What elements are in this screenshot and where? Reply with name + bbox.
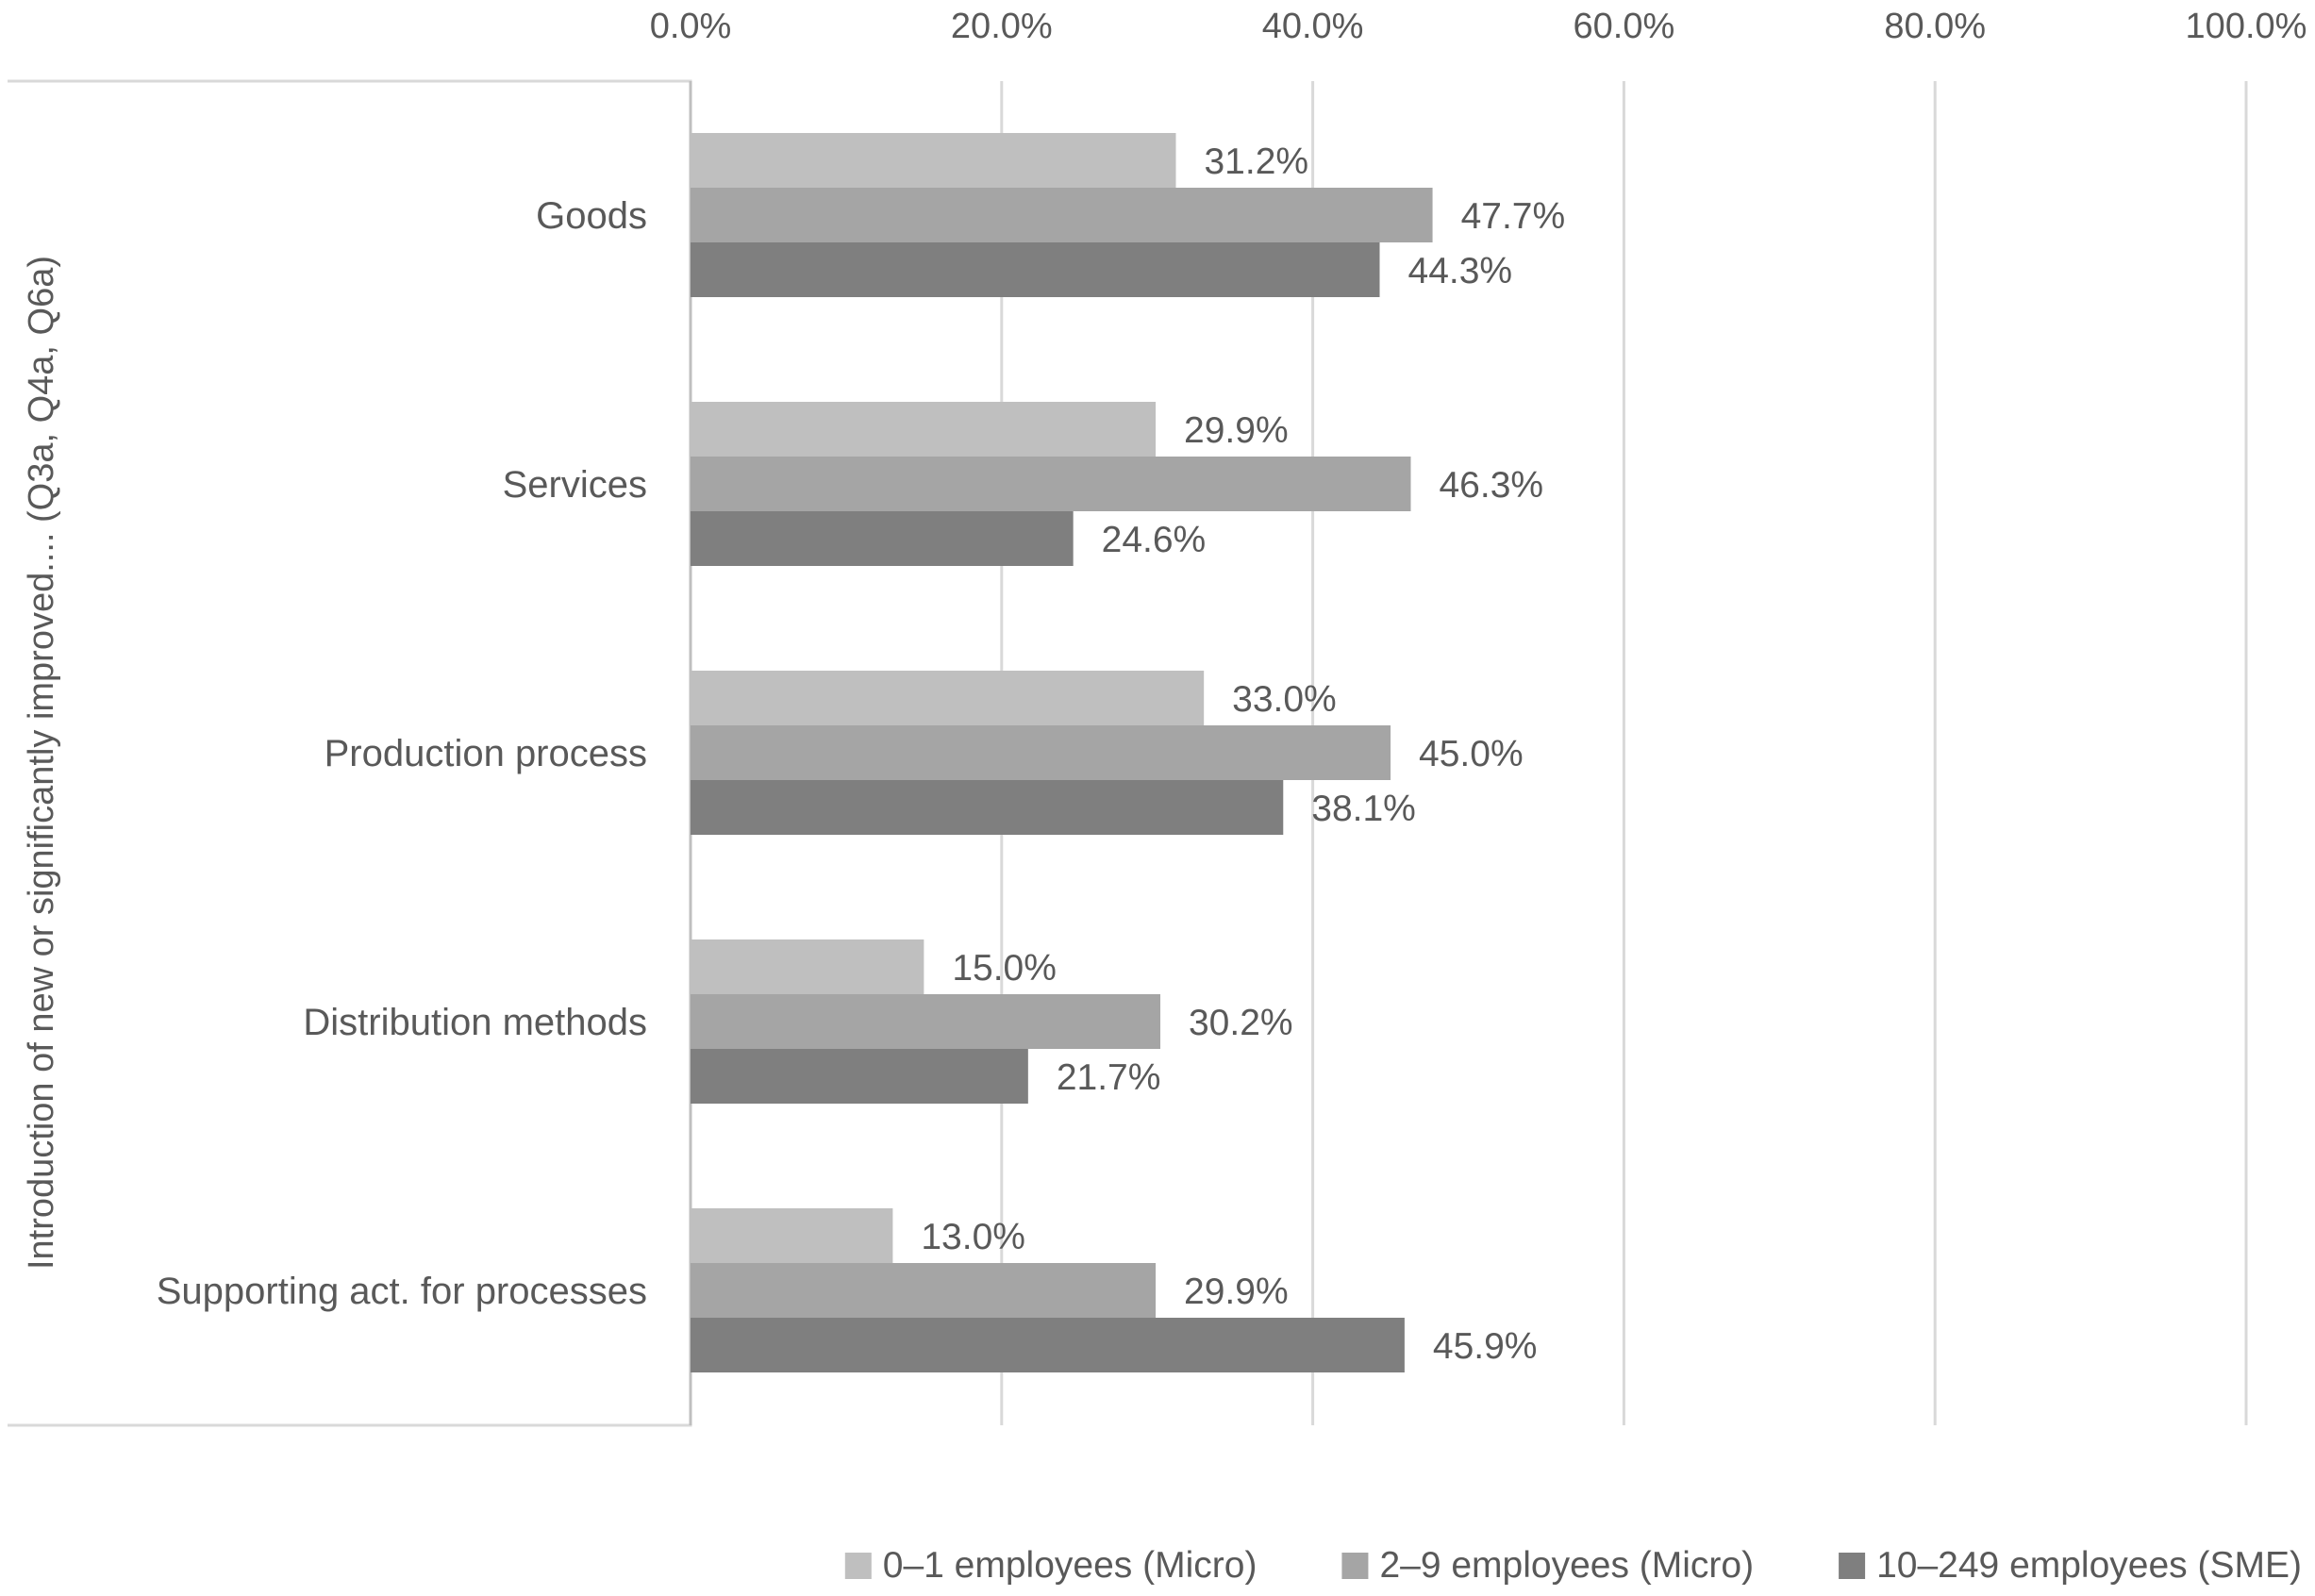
data-label: 24.6% bbox=[1102, 520, 1207, 560]
category-label: Supporting act. for processes bbox=[157, 1271, 647, 1312]
bar bbox=[691, 188, 1433, 242]
gridlines bbox=[1000, 81, 2248, 1425]
x-axis-tick-labels: 0.0% 20.0% 40.0% 60.0% 80.0% 100.0% bbox=[650, 7, 2307, 46]
bar bbox=[691, 1263, 1157, 1318]
bar bbox=[691, 1208, 893, 1263]
legend-item: 2–9 employees (Micro) bbox=[1341, 1545, 1754, 1586]
legend-swatch bbox=[1839, 1553, 1866, 1579]
x-tick-label: 80.0% bbox=[1884, 7, 1986, 46]
data-label: 38.1% bbox=[1311, 789, 1416, 829]
legend-label: 2–9 employees (Micro) bbox=[1379, 1545, 1754, 1586]
category-label: Goods bbox=[536, 195, 647, 237]
x-tick-label: 0.0% bbox=[650, 7, 732, 46]
bar bbox=[691, 1049, 1028, 1104]
legend-label: 10–249 employees (SME) bbox=[1876, 1545, 2302, 1586]
data-label: 33.0% bbox=[1232, 679, 1337, 720]
bar bbox=[691, 780, 1284, 835]
bar bbox=[691, 725, 1391, 780]
category-labels: Goods Services Production process Distribut… bbox=[157, 195, 647, 1312]
data-label: 29.9% bbox=[1184, 1272, 1289, 1312]
bar bbox=[691, 242, 1380, 297]
legend-item: 0–1 employees (Micro) bbox=[844, 1545, 1257, 1586]
x-tick-label: 20.0% bbox=[951, 7, 1053, 46]
data-label: 29.9% bbox=[1184, 410, 1289, 451]
bar bbox=[691, 671, 1205, 725]
x-tick-label: 100.0% bbox=[2186, 7, 2307, 46]
bar bbox=[691, 402, 1157, 457]
data-label: 21.7% bbox=[1057, 1057, 1161, 1098]
data-label: 45.0% bbox=[1419, 734, 1524, 774]
legend-swatch bbox=[844, 1553, 872, 1579]
bars bbox=[691, 133, 1433, 1372]
legend-label: 0–1 employees (Micro) bbox=[883, 1545, 1257, 1586]
data-label: 45.9% bbox=[1433, 1326, 1538, 1367]
data-label: 46.3% bbox=[1439, 465, 1543, 506]
legend-swatch bbox=[1341, 1553, 1369, 1579]
data-label: 30.2% bbox=[1189, 1003, 1293, 1043]
bar bbox=[691, 1318, 1405, 1372]
category-label: Distribution methods bbox=[303, 1002, 647, 1043]
data-label: 13.0% bbox=[921, 1217, 1025, 1257]
data-label: 15.0% bbox=[952, 948, 1057, 989]
bar bbox=[691, 511, 1074, 566]
data-labels: 31.2% 47.7% 44.3% 29.9% 46.3% 24.6% 33.0% 45.0%… bbox=[921, 141, 1565, 1367]
bar bbox=[691, 457, 1411, 511]
legend-item: 10–249 employees (SME) bbox=[1839, 1545, 2302, 1586]
y-axis-title: Introduction of new or significantly imp… bbox=[22, 256, 61, 1270]
legend: 0–1 employees (Micro) 2–9 employees (Micr… bbox=[844, 1545, 2302, 1586]
category-label: Services bbox=[503, 464, 647, 506]
x-tick-label: 40.0% bbox=[1262, 7, 1364, 46]
category-label: Production process bbox=[325, 733, 647, 774]
bar bbox=[691, 939, 924, 994]
data-label: 31.2% bbox=[1204, 141, 1308, 182]
data-label: 44.3% bbox=[1408, 251, 1513, 291]
data-label: 47.7% bbox=[1461, 196, 1566, 237]
x-tick-label: 60.0% bbox=[1574, 7, 1675, 46]
bar bbox=[691, 133, 1176, 188]
bar bbox=[691, 994, 1160, 1049]
